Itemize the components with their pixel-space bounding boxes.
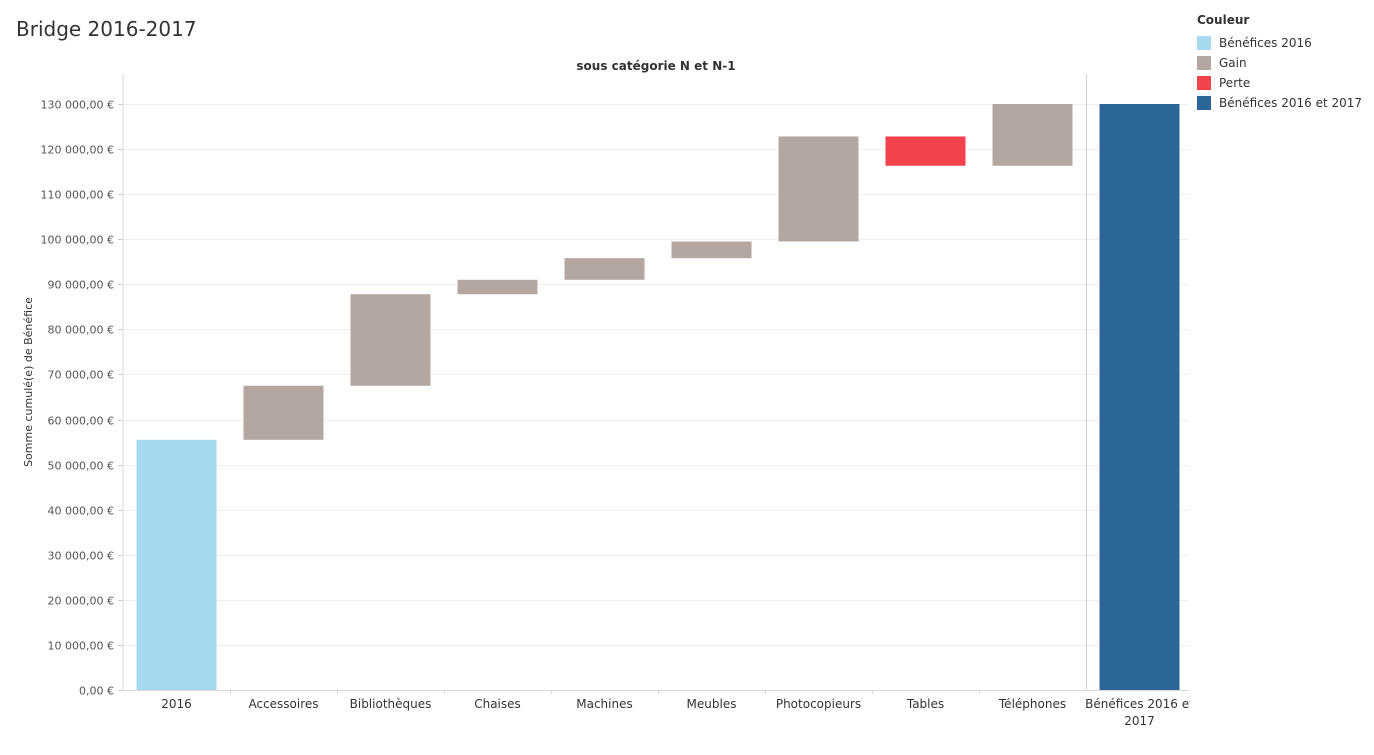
bar-2 xyxy=(243,385,324,440)
x-tick-label: Accessoires xyxy=(248,697,318,711)
x-tick-label: Tables xyxy=(906,697,944,711)
y-tick-label: 100 000,00 € xyxy=(41,234,114,247)
x-tick-label: Machines xyxy=(576,697,632,711)
waterfall-chart: sous catégorie N et N-1 0,00 € 10 000,00 €… xyxy=(22,59,1190,728)
bar-6 xyxy=(671,241,752,259)
y-tick-label: 130 000,00 € xyxy=(41,99,114,112)
legend-item-gain[interactable]: Gain xyxy=(1197,53,1362,73)
legend-item-benefices-2016[interactable]: Bénéfices 2016 xyxy=(1197,33,1362,53)
y-tick-label: 110 000,00 € xyxy=(41,189,114,202)
bar-5 xyxy=(564,258,645,280)
legend-swatch xyxy=(1197,76,1211,90)
legend: Couleur Bénéfices 2016 Gain Perte Bénéfi… xyxy=(1197,13,1362,113)
x-tick-label: Meubles xyxy=(687,697,737,711)
legend-label: Perte xyxy=(1219,76,1251,90)
x-tick-label: Chaises xyxy=(474,697,521,711)
legend-title: Couleur xyxy=(1197,13,1250,27)
y-tick-label: 20 000,00 € xyxy=(48,595,114,608)
legend-label: Gain xyxy=(1219,56,1247,70)
y-axis-label: Somme cumulé(e) de Bénéfice xyxy=(22,297,35,467)
x-tick-label: 2016 xyxy=(161,697,192,711)
y-tick-label: 50 000,00 € xyxy=(48,460,114,473)
y-tick-label: 0,00 € xyxy=(79,685,114,698)
y-tick-label: 70 000,00 € xyxy=(48,369,114,382)
y-tick-label: 80 000,00 € xyxy=(48,324,114,337)
chart-title: sous catégorie N et N-1 xyxy=(576,59,735,73)
y-tick-label: 60 000,00 € xyxy=(48,415,114,428)
legend-label: Bénéfices 2016 xyxy=(1219,36,1312,50)
y-tick-label: 10 000,00 € xyxy=(48,640,114,653)
y-tick-label: 120 000,00 € xyxy=(41,144,114,157)
legend-label: Bénéfices 2016 et 2017 xyxy=(1219,96,1363,110)
x-tick-label: Téléphones xyxy=(998,697,1066,711)
page-title: Bridge 2016-2017 xyxy=(16,17,197,41)
bar-total xyxy=(1099,104,1180,690)
legend-swatch xyxy=(1197,36,1211,50)
bar-4 xyxy=(457,279,538,295)
bar-9 xyxy=(992,104,1073,166)
y-tick-label: 90 000,00 € xyxy=(48,279,114,292)
x-tick-label: Bibliothèques xyxy=(350,697,432,711)
y-tick-label: 30 000,00 € xyxy=(48,550,114,563)
bar-8 xyxy=(885,136,966,166)
legend-item-benefices-2016-2017[interactable]: Bénéfices 2016 et 2017 xyxy=(1197,93,1362,113)
bar-7 xyxy=(778,136,859,242)
legend-swatch xyxy=(1197,96,1211,110)
x-tick-label: Photocopieurs xyxy=(776,697,861,711)
x-tick-label-total: Bénéfices 2016 et 2017 xyxy=(1085,697,1190,728)
legend-item-perte[interactable]: Perte xyxy=(1197,73,1362,93)
bar-1 xyxy=(136,439,217,690)
y-tick-label: 40 000,00 € xyxy=(48,505,114,518)
legend-swatch xyxy=(1197,56,1211,70)
bar-3 xyxy=(350,294,431,386)
